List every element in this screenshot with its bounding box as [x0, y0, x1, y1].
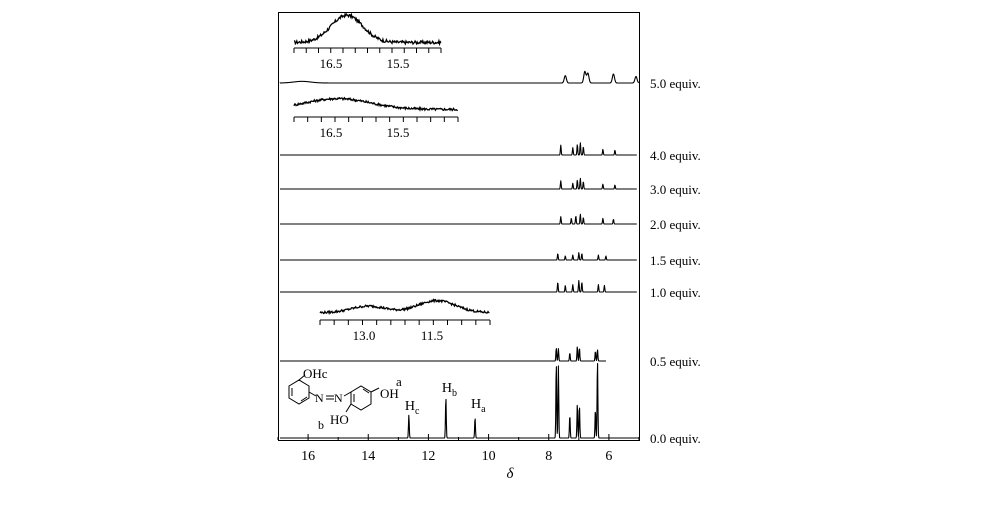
series-label: 1.5 equiv.: [650, 253, 701, 268]
insets: 16.5 15.5 16.5 15.5 13.0 11.5: [293, 11, 491, 343]
spectrum-trace: [279, 280, 637, 293]
series-labels: 0.0 equiv. 0.5 equiv. 1.0 equiv. 1.5 equiv.…: [650, 76, 701, 446]
inset-tick-label: 15.5: [387, 56, 410, 71]
label-oh: OH: [380, 386, 399, 401]
x-axis: 16 14 12 10 8 6: [277, 434, 640, 464]
series-label: 3.0 equiv.: [650, 182, 701, 197]
spectrum-trace: [279, 346, 607, 362]
spectra-traces: [279, 70, 640, 439]
bond-n-link: [343, 391, 352, 397]
label-n1: N: [315, 391, 324, 405]
spectrum-trace: [279, 213, 637, 225]
spectrum-trace: [279, 252, 637, 261]
inset-broad-peak: [293, 11, 442, 47]
peak-label-a: Ha: [471, 397, 486, 415]
series-label: 5.0 equiv.: [650, 76, 701, 91]
x-tick-label: 6: [605, 449, 612, 464]
series-label: 0.5 equiv.: [650, 354, 701, 369]
series-label: 1.0 equiv.: [650, 285, 701, 300]
ring-inner-bond: [300, 396, 308, 402]
bond-oh-ortho: [345, 403, 352, 413]
series-label: 4.0 equiv.: [650, 148, 701, 163]
azo-structure-diagram: OHc a OH b HO N N: [288, 366, 402, 432]
ring-inner-bond: [362, 388, 370, 394]
x-tick-label: 10: [482, 449, 496, 464]
x-tick-label: 8: [545, 449, 552, 464]
x-tick-label: 12: [421, 449, 435, 464]
inset-tick-label: 16.5: [320, 125, 343, 140]
inset-broad-peak: [293, 96, 458, 112]
bond-oh: [298, 374, 306, 381]
spectrum-trace: [279, 142, 637, 156]
series-label: 2.0 equiv.: [650, 217, 701, 232]
spectrum-trace: [279, 70, 640, 84]
inset-tick-label: 11.5: [421, 328, 443, 343]
x-axis-label: δ: [507, 466, 515, 482]
x-tick-label: 16: [301, 449, 315, 464]
label-a: a: [396, 374, 402, 389]
peak-label-b: Hb: [442, 381, 457, 399]
bond-n-link: [308, 391, 317, 397]
label-ohc: OHc: [303, 366, 328, 381]
label-b: b: [318, 418, 324, 432]
plot-frame: [278, 12, 640, 441]
inset-tick-label: 13.0: [353, 328, 376, 343]
label-n2: N: [334, 391, 343, 405]
peak-label-c: Hc: [405, 399, 420, 417]
series-label: 0.0 equiv.: [650, 431, 701, 446]
inset-tick-label: 15.5: [387, 125, 410, 140]
x-tick-label: 14: [361, 449, 375, 464]
label-ho: HO: [330, 412, 349, 427]
spectrum-trace: [279, 362, 639, 439]
inset-broad-peak: [319, 298, 490, 316]
inset-tick-label: 16.5: [320, 56, 343, 71]
bond-oh-para: [370, 387, 380, 393]
spectrum-trace: [279, 177, 637, 190]
